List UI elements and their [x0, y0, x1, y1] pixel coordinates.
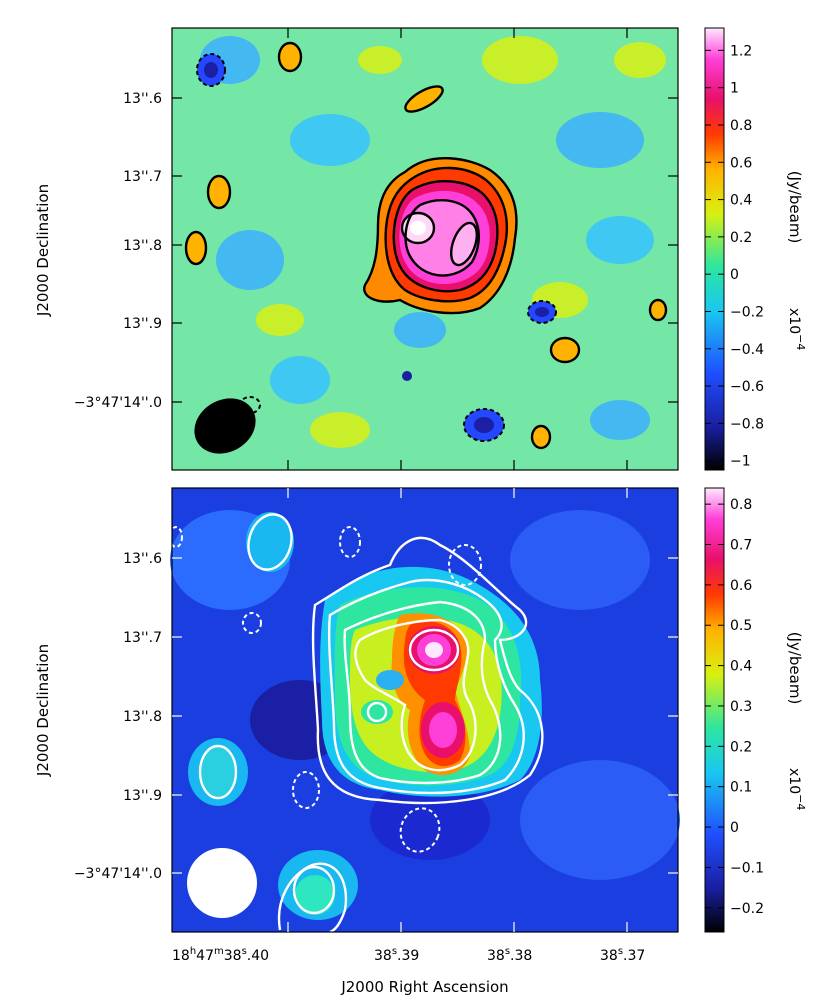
bottom-colorbar-tick-label: 0.7: [730, 538, 752, 554]
top-colorbar: 1.2 1 0.8 0.6 0.4 0.2 0 −0.2 −0.4 −0.6 −0.8 −1 (Jy/…: [704, 27, 807, 471]
top-ytick-label: 13''.6: [123, 91, 162, 107]
bottom-contours: [198, 513, 544, 934]
bottom-colorbar-tick-label: 0: [730, 820, 739, 836]
top-colorbar-tick-label: 1: [730, 81, 739, 97]
bottom-colorbar-tick-label: −0.1: [730, 860, 764, 876]
top-ytick-label: 13''.8: [123, 238, 162, 254]
bottom-ytick-label: 13''.6: [123, 551, 162, 567]
bottom-colorbar-tick-label: 0.1: [730, 780, 752, 796]
bottom-colorbar-tick-label: −0.2: [730, 901, 764, 917]
top-colorbar-tick-label: 0.8: [730, 118, 752, 134]
bottom-xtick-label: 38s.38: [487, 946, 532, 964]
bottom-ytick-label: 13''.9: [123, 788, 162, 804]
top-colorbar-tick-label: −0.6: [730, 379, 764, 395]
bottom-xtick-label: 38s.39: [374, 946, 419, 964]
bottom-colorbar-tick-label: 0.8: [730, 497, 752, 513]
bottom-colorbar-tick-label: 0.4: [730, 659, 752, 675]
top-ylabel: J2000 Declination: [34, 184, 52, 317]
top-ytick-label: −3°47'14''.0: [74, 395, 162, 411]
bottom-ytick-label: 13''.7: [123, 630, 162, 646]
top-colorbar-tick-label: −0.2: [730, 304, 764, 320]
bottom-xtick-label: 38s.37: [600, 946, 645, 964]
bottom-colorbar: 0.8 0.7 0.6 0.5 0.4 0.3 0.2 0.1 0 −0.1 −0.2 (Jy/be…: [704, 487, 807, 933]
top-colorbar-tick-label: 0.2: [730, 230, 752, 246]
bottom-colorbar-multiplier: x10−4: [786, 768, 807, 810]
bottom-colorbar-label: (Jy/beam): [786, 632, 804, 705]
top-ytick-label: 13''.9: [123, 316, 162, 332]
top-colorbar-tick-label: 0.6: [730, 155, 752, 171]
bottom-ytick-label: −3°47'14''.0: [74, 866, 162, 882]
top-colorbar-multiplier: x10−4: [786, 308, 807, 350]
bottom-xtick-label: 18h47m38s.40: [172, 946, 269, 964]
top-colorbar-tick-label: 0.4: [730, 193, 752, 209]
bottom-beam: [187, 848, 257, 918]
top-colorbar-tick-label: −1: [730, 454, 751, 470]
top-colorbar-tick-label: 0: [730, 267, 739, 283]
bottom-colorbar-tick-label: 0.2: [730, 739, 752, 755]
top-colorbar-tick-label: 1.2: [730, 43, 752, 59]
top-colorbar-label: (Jy/beam): [786, 171, 804, 244]
bottom-xlabel: J2000 Right Ascension: [340, 978, 508, 996]
top-colorbar-tick-label: −0.4: [730, 342, 764, 358]
bottom-panel: 13''.6 13''.7 13''.8 13''.9 −3°47'14''.0…: [34, 487, 807, 996]
bottom-colorbar-tick-label: 0.5: [730, 618, 752, 634]
top-colorbar-tick-label: −0.8: [730, 416, 764, 432]
bottom-colorbar-tick-label: 0.3: [730, 699, 752, 715]
bottom-ylabel: J2000 Declination: [34, 644, 52, 777]
bottom-ytick-label: 13''.8: [123, 709, 162, 725]
top-panel: 13''.6 13''.7 13''.8 13''.9 −3°47'14''.0…: [34, 27, 807, 471]
top-beam: [194, 398, 256, 454]
top-contours: [184, 41, 668, 450]
top-ytick-label: 13''.7: [123, 169, 162, 185]
bottom-colorbar-tick-label: 0.6: [730, 578, 752, 594]
